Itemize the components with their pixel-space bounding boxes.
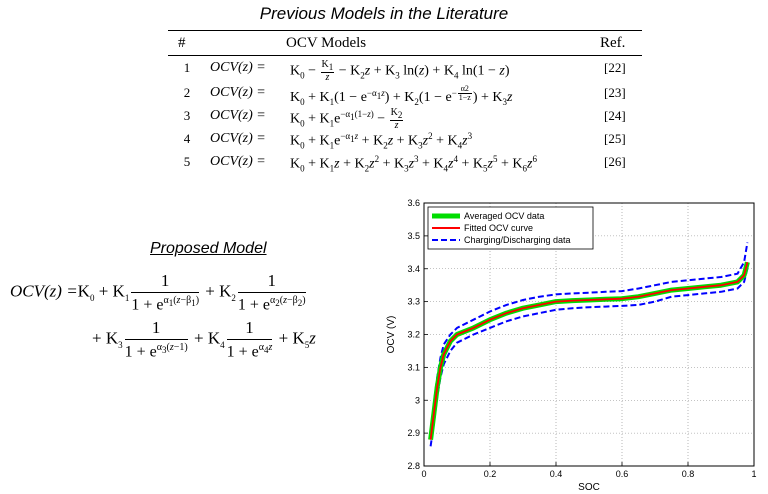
- fraction-numerator: 1: [131, 271, 200, 293]
- y-tick-label: 3.6: [407, 198, 420, 208]
- chart-series: [428, 242, 750, 447]
- proposed-equation-line-1: OCV(z) =K0 + K1 1 1 + eα1(z−β1) + K2 1 1 + e…: [10, 271, 306, 314]
- x-tick-label: 0.8: [682, 469, 695, 479]
- row-number: 4: [183, 131, 191, 146]
- proposed-lhs: OCV(z) =: [10, 281, 78, 301]
- x-axis-label: SOC: [578, 482, 600, 493]
- ocv-chart: 0 0.2 0.4 0.6 0.8 12.82.933.13.23.33.43.53.6 …: [386, 198, 757, 493]
- header-ref: Ref.: [600, 35, 626, 51]
- header-num: #: [178, 35, 186, 51]
- row-ref: [22]: [604, 60, 626, 75]
- table-row: 5 OCV(z) = K0 + K1z + K2z2 + K3z3 + K4z4…: [0, 154, 768, 176]
- x-tick-label: 0: [421, 469, 426, 479]
- row-lhs: OCV(z) =: [210, 108, 266, 123]
- fraction-numerator: 1: [237, 271, 306, 293]
- row-lhs: OCV(z) =: [210, 154, 266, 169]
- row-lhs: OCV(z) =: [210, 131, 266, 146]
- x-tick-label: 0.6: [616, 469, 629, 479]
- y-tick-label: 2.8: [407, 461, 420, 471]
- row-lhs: OCV(z) =: [210, 85, 266, 100]
- row-number: 3: [183, 108, 191, 123]
- table-row: 2 OCV(z) = K0 + K1(1 − e−α1z) + K2(1 − e…: [0, 84, 768, 108]
- y-tick-label: 3: [415, 395, 420, 405]
- y-tick-label: 3.5: [407, 231, 420, 241]
- series-line-0: [428, 261, 750, 441]
- table-header-rule: [168, 55, 642, 56]
- proposed-model-title: Proposed Model: [150, 240, 267, 257]
- y-axis-label: OCV (V): [386, 316, 397, 354]
- plot-frame: [423, 202, 755, 467]
- row-number: 2: [183, 85, 191, 100]
- row-lhs: OCV(z) =: [210, 60, 266, 75]
- model-formula: K0 + K1(1 − e−α1z) + K2(1 − e− α2 1−z) + K…: [290, 84, 513, 108]
- chart-ticks: 0 0.2 0.4 0.6 0.8 1 2.8 2.9 3 3.1 3.2 3.3 3.4 3.5 3.6: [407, 198, 756, 479]
- series-line-3: [429, 268, 749, 447]
- legend-label: Fitted OCV curve: [464, 223, 533, 233]
- series-line-2: [429, 242, 749, 434]
- fraction-numerator: 1: [124, 318, 188, 340]
- legend-label: Charging/Discharging data: [464, 235, 571, 245]
- row-ref: [23]: [604, 85, 626, 100]
- header-models: OCV Models: [286, 35, 367, 51]
- row-ref: [26]: [604, 154, 626, 169]
- y-tick-label: 3.2: [407, 330, 420, 340]
- x-tick-label: 0.2: [484, 469, 497, 479]
- row-number: 5: [183, 154, 191, 169]
- y-tick-label: 3.3: [407, 297, 420, 307]
- x-tick-label: 0.4: [550, 469, 563, 479]
- x-tick-label: 1: [751, 469, 756, 479]
- table-row: 1 OCV(z) = K0 − K1 z − K2z + K3 ln(z) + K…: [0, 59, 768, 83]
- y-tick-label: 3.4: [407, 264, 420, 274]
- table-row: 3 OCV(z) = K0 + K1e−α1(1−z) − K2 z [24]: [0, 107, 768, 131]
- y-tick-label: 2.9: [407, 428, 420, 438]
- row-ref: [24]: [604, 108, 626, 123]
- model-formula: K0 + K1z + K2z2 + K3z3 + K4z4 + K5z5 + K…: [290, 154, 537, 174]
- table-title: Previous Models in the Literature: [259, 4, 509, 23]
- y-tick-label: 3.1: [407, 362, 420, 372]
- row-ref: [25]: [604, 131, 626, 146]
- legend-label: Averaged OCV data: [464, 211, 544, 221]
- model-formula: K0 + K1e−α1z + K2z + K3z2 + K4z3: [290, 131, 473, 151]
- series-line-1: [429, 261, 749, 440]
- table-top-rule: [168, 30, 642, 31]
- proposed-equation-line-2: + K3 1 1 + eα3(z−1) + K4 1 1 + eα4z + K5z: [92, 318, 316, 361]
- model-formula: K0 + K1e−α1(1−z) − K2 z: [290, 107, 404, 131]
- chart-legend: Averaged OCV data Fitted OCV curve Chargin…: [427, 206, 594, 250]
- row-number: 1: [183, 60, 191, 75]
- fraction-numerator: 1: [226, 318, 273, 340]
- table-row: 4 OCV(z) = K0 + K1e−α1z + K2z + K3z2 + K…: [0, 131, 768, 153]
- model-formula: K0 − K1 z − K2z + K3 ln(z) + K4 ln(1 − z): [290, 59, 510, 83]
